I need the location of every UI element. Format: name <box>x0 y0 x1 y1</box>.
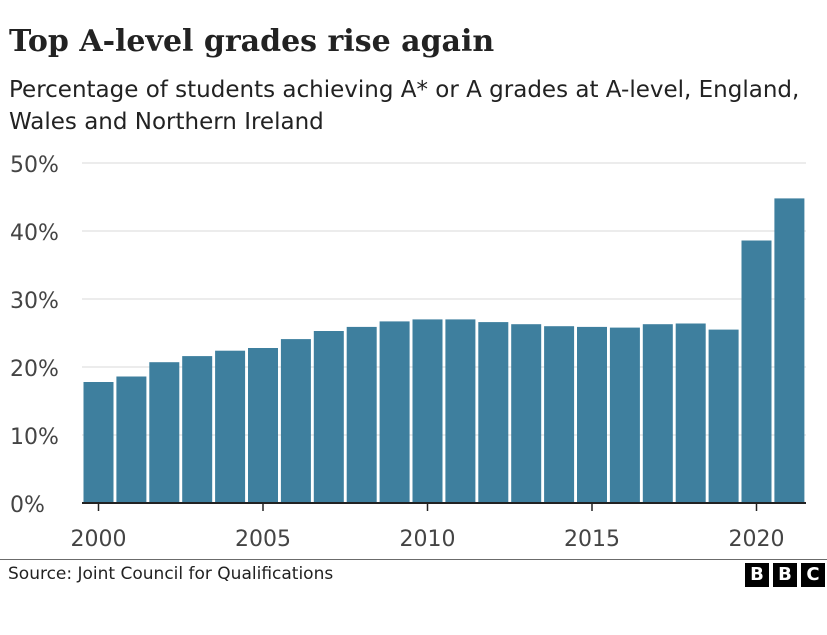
y-tick-label: 40% <box>10 221 59 246</box>
bar <box>642 324 673 503</box>
bar <box>511 324 542 503</box>
y-tick-label: 0% <box>10 493 45 518</box>
chart-subtitle: Percentage of students achieving A* or A… <box>9 77 800 135</box>
bar <box>741 240 772 503</box>
bbc-logo-letter-c: C <box>801 563 825 587</box>
bar <box>609 327 640 503</box>
bar <box>149 362 180 503</box>
chart-title: Top A-level grades rise again <box>9 24 495 59</box>
bar <box>478 322 509 503</box>
bar <box>708 329 739 503</box>
x-tick-label: 2000 <box>71 527 127 552</box>
bar <box>116 376 147 503</box>
bar-chart: 0% 10% 20% 30% 40% 50% 2000 2005 2010 2015 2020 <box>10 153 806 552</box>
bar <box>346 326 377 503</box>
y-tick-label: 10% <box>10 425 59 450</box>
x-tick-label: 2010 <box>400 527 456 552</box>
bar <box>577 326 607 503</box>
footer-divider <box>0 559 827 560</box>
y-tick-label: 50% <box>10 153 59 178</box>
bar <box>675 323 706 503</box>
bar <box>248 348 278 503</box>
bar <box>774 198 805 503</box>
bbc-logo-letter-b1: B <box>745 563 769 587</box>
bbc-logo-letter-b2: B <box>773 563 797 587</box>
bar <box>83 382 114 503</box>
bar <box>379 321 410 503</box>
y-tick-label: 30% <box>10 289 59 314</box>
bar <box>412 319 443 503</box>
x-tick-label: 2005 <box>235 527 291 552</box>
bar <box>445 319 476 503</box>
y-tick-label: 20% <box>10 357 59 382</box>
x-tick-label: 2020 <box>729 527 785 552</box>
x-tick-label: 2015 <box>564 527 620 552</box>
bar <box>544 326 575 503</box>
bar <box>313 331 344 503</box>
source-note: Source: Joint Council for Qualifications <box>8 564 334 584</box>
bar <box>215 350 246 503</box>
bbc-logo: B B C <box>745 563 825 587</box>
bar <box>280 339 311 503</box>
bar <box>182 356 213 503</box>
